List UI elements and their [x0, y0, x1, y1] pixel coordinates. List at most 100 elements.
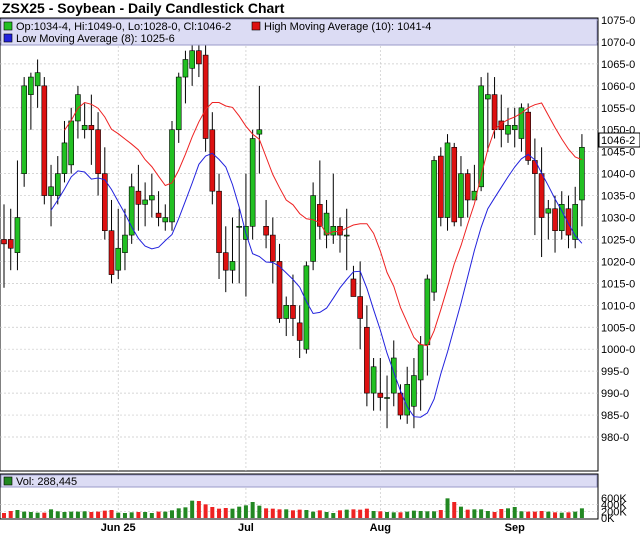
moving-averages-group	[50, 101, 583, 418]
candle-body	[155, 212, 162, 218]
price-axis-labels: 1075-01070-01065-01060-01055-01050-01045…	[601, 15, 635, 444]
volume-bar	[129, 512, 134, 518]
candle-body	[471, 190, 478, 201]
volume-bar	[284, 509, 289, 518]
volume-bar	[324, 512, 329, 518]
candle-body	[216, 190, 222, 253]
candle-body	[48, 186, 54, 196]
candle-body	[41, 85, 48, 196]
candle-body	[189, 50, 195, 69]
price-tick-label: 980-0	[601, 432, 629, 444]
candle-body	[88, 125, 95, 131]
price-tick-label: 1075-0	[601, 15, 635, 27]
volume-bar	[485, 511, 490, 518]
candle-body	[384, 397, 390, 399]
volume-bar	[203, 504, 208, 518]
candle-body	[34, 72, 41, 87]
volume-bar	[69, 511, 74, 518]
candle-body	[196, 50, 202, 65]
volume-bar	[405, 511, 410, 518]
candle-body	[303, 265, 310, 350]
volume-bar	[492, 512, 497, 518]
legend-box	[0, 18, 598, 46]
volume-bar	[8, 511, 13, 518]
candle-body	[61, 142, 68, 174]
candle-body	[169, 129, 175, 223]
volume-legend-swatch	[3, 476, 13, 486]
volume-bar	[398, 512, 403, 518]
candle-body	[491, 94, 498, 131]
volume-bar	[170, 510, 174, 518]
volume-bar	[176, 508, 181, 518]
price-panel	[0, 17, 599, 472]
candle-body	[437, 155, 444, 218]
candle-body	[115, 247, 122, 271]
price-tick-label: 1025-0	[601, 234, 635, 246]
volume-bar	[351, 509, 356, 518]
date-tick-label: Jul	[238, 522, 254, 534]
candle-body	[54, 173, 61, 196]
candle-body	[579, 146, 585, 201]
candle-body	[572, 204, 579, 240]
last-price-tag	[598, 132, 640, 148]
candle-body	[350, 278, 357, 297]
volume-bar	[116, 512, 121, 518]
candle-body	[21, 85, 27, 174]
candle-body	[364, 326, 370, 394]
volume-bar	[445, 498, 450, 518]
volume-bars-group	[2, 498, 584, 518]
volume-bar	[230, 508, 235, 518]
volume-bar	[55, 511, 60, 518]
candle-body	[122, 234, 128, 253]
candle-body	[256, 129, 263, 135]
volume-bar	[42, 512, 47, 518]
volume-bar	[190, 500, 195, 518]
volume-bar	[22, 511, 27, 518]
candle-body	[538, 173, 545, 218]
volume-bar	[506, 508, 510, 518]
volume-bar	[526, 511, 531, 518]
candle-body	[142, 199, 148, 205]
candle-body	[397, 392, 404, 416]
volume-bar	[479, 509, 484, 518]
volume-bar	[96, 511, 101, 518]
price-tick-label: 1060-0	[601, 81, 635, 93]
candle-body	[357, 296, 363, 319]
low-ma-legend-swatch	[3, 33, 13, 43]
volume-bar	[102, 510, 107, 518]
candle-body	[552, 208, 558, 231]
volume-bar	[257, 505, 262, 518]
volume-bar	[270, 508, 275, 518]
price-tick-label: 1020-0	[601, 256, 635, 268]
candle-body	[95, 129, 101, 174]
candle-body	[209, 129, 216, 192]
volume-bar	[237, 506, 242, 518]
candle-body	[102, 173, 108, 231]
volume-bar	[391, 512, 396, 518]
candle-body	[128, 186, 135, 236]
volume-bar	[290, 510, 295, 518]
candle-body	[404, 384, 411, 416]
candle-body	[290, 305, 296, 319]
candle-body	[464, 173, 471, 201]
candle-body	[135, 190, 142, 205]
volume-bar	[432, 511, 437, 518]
candle-body	[283, 305, 290, 319]
volume-bar	[223, 508, 228, 518]
price-tick-label: 1065-0	[601, 59, 635, 71]
volume-bar	[519, 511, 524, 518]
candle-body	[229, 261, 236, 271]
volume-bar	[156, 511, 161, 518]
candle-body	[162, 217, 169, 223]
volume-bar	[2, 513, 6, 518]
volume-bar	[579, 508, 584, 518]
volume-bar	[163, 511, 168, 518]
candle-body	[411, 375, 417, 407]
price-tick-label: 1045-0	[601, 147, 635, 159]
volume-bar	[425, 511, 430, 518]
volume-bar	[566, 512, 571, 518]
volume-bar	[317, 510, 322, 518]
volume-bar	[243, 505, 248, 518]
date-tick-label: Sep	[505, 522, 525, 534]
last-price-label: 1046-2	[601, 135, 635, 147]
